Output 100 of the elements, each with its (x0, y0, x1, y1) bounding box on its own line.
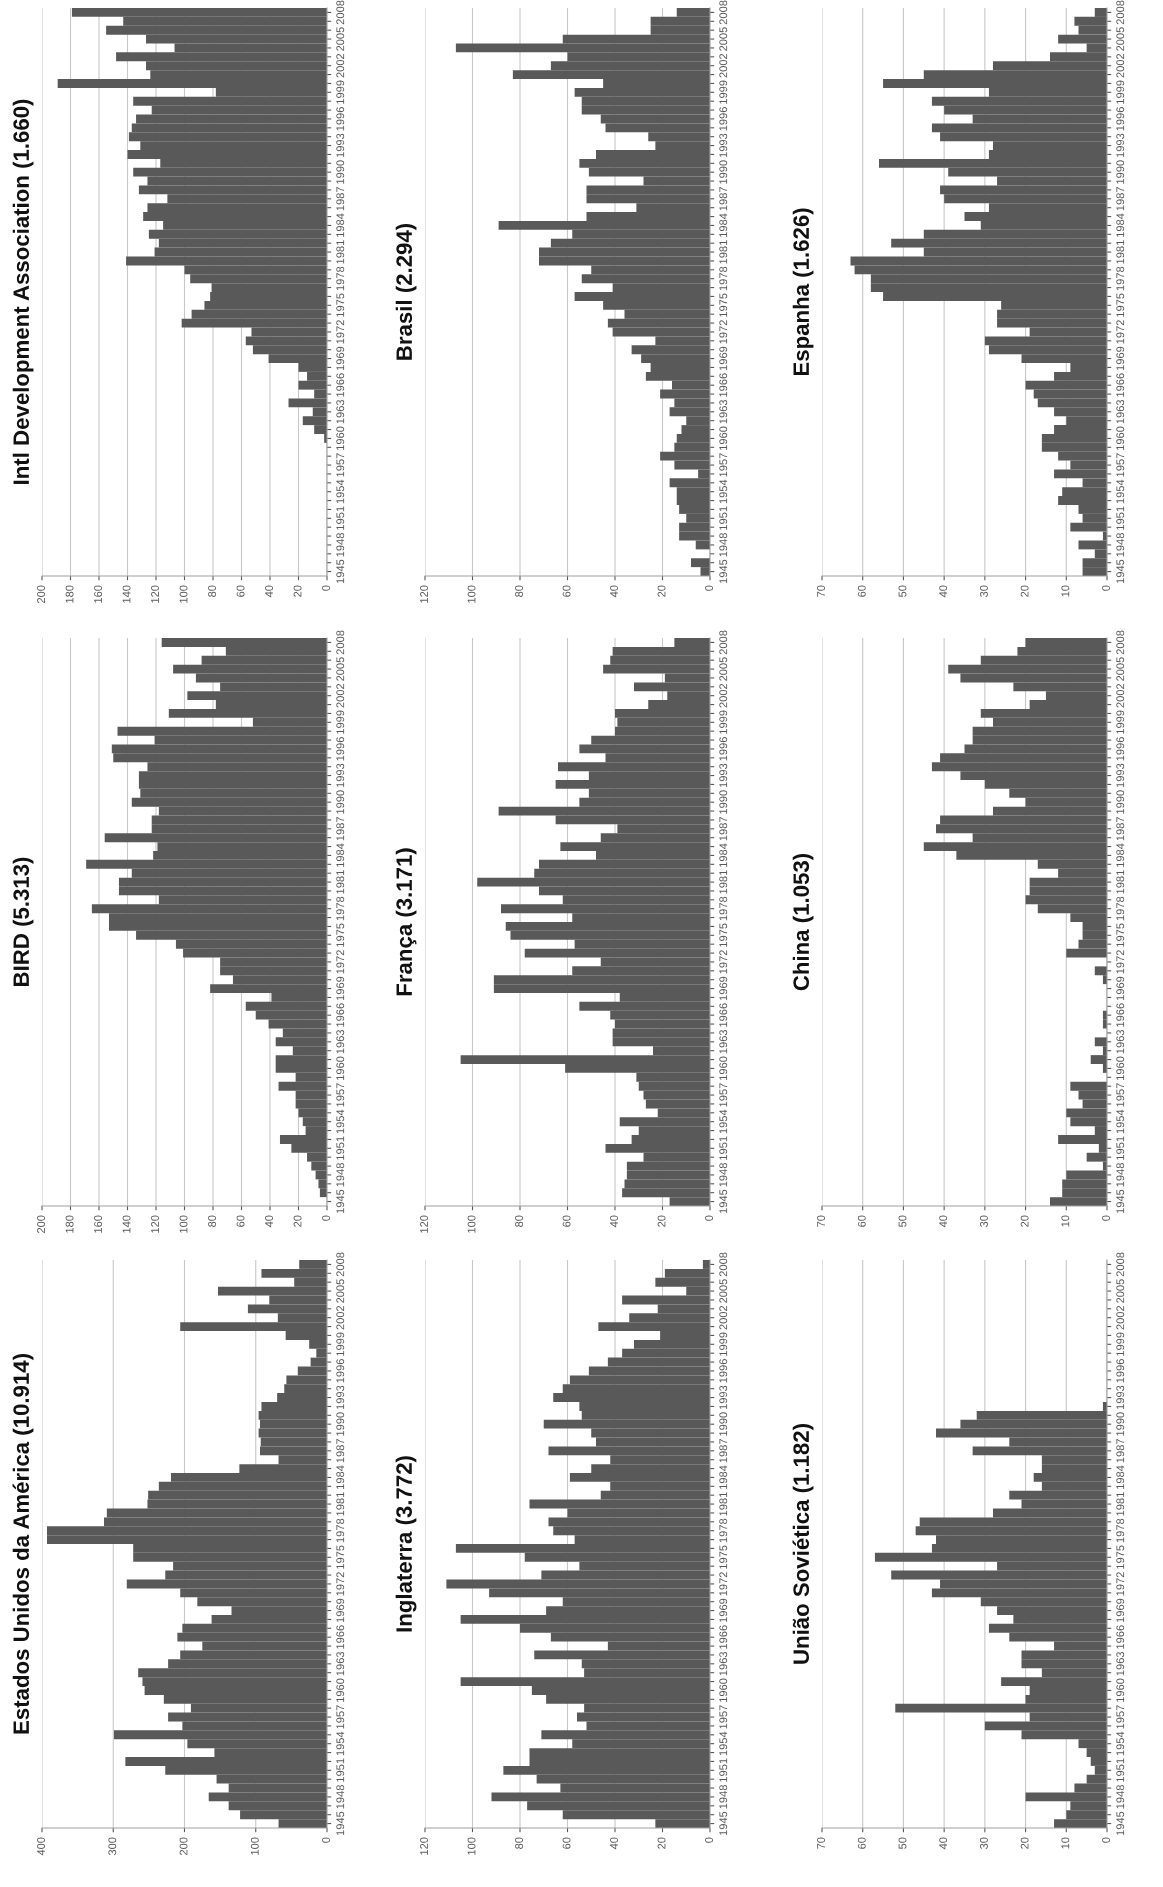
y-tick-label: 1987 (719, 817, 728, 841)
y-tick-label: 1945 (336, 1811, 345, 1836)
x-tick-label: 20 (293, 1215, 302, 1227)
x-tick-label: 60 (562, 585, 571, 597)
x-tick-label: 200 (37, 585, 45, 604)
y-tick-label: 1954 (1116, 1731, 1125, 1756)
y-tick-label: 1948 (1116, 1785, 1125, 1809)
y-tick-label: 1945 (719, 559, 728, 584)
y-tick-label: 2008 (719, 0, 728, 25)
y-tick-label: 1975 (1116, 1545, 1125, 1569)
y-tick-label: 1972 (336, 320, 345, 344)
y-tick-label: 1969 (719, 346, 728, 371)
y-tick-label: 1981 (336, 1492, 345, 1516)
y-tick-label: 1984 (336, 1465, 345, 1489)
y-tick-label: 1972 (719, 950, 728, 974)
y-tick-label: 1975 (719, 923, 728, 947)
y-tick-label: 1984 (336, 213, 345, 237)
y-tick-label: 1993 (1116, 763, 1125, 788)
y-tick-label: 2008 (336, 630, 345, 655)
x-tick-label: 200 (179, 1837, 188, 1856)
x-tick-label: 0 (705, 585, 713, 591)
x-tick-label: 0 (705, 1215, 713, 1221)
y-tick-label: 1975 (336, 1545, 345, 1569)
y-tick-label: 1948 (719, 1163, 728, 1187)
x-tick-label: 60 (236, 585, 245, 597)
y-tick-label: 1981 (719, 870, 728, 894)
x-tick-label: 120 (151, 585, 159, 603)
y-tick-label: 1945 (1116, 559, 1125, 584)
y-tick-label: 2002 (336, 1305, 345, 1330)
y-tick-label: 1963 (1116, 1651, 1125, 1676)
y-tick-label: 1951 (336, 506, 345, 530)
y-tick-label: 1972 (336, 950, 345, 974)
x-tick-label: 30 (979, 585, 988, 597)
y-tick-label: 1951 (1116, 1136, 1125, 1160)
y-tick-label: 2005 (336, 657, 345, 681)
x-tick-label: 120 (420, 585, 428, 603)
y-tick-label: 1963 (336, 1029, 345, 1054)
x-tick-label: 180 (65, 585, 74, 603)
x-tick-label: 300 (108, 1837, 117, 1856)
x-tick-label: 70 (817, 1837, 825, 1849)
y-tick-label: 1945 (336, 559, 345, 584)
y-tick-label: 1999 (719, 710, 728, 734)
y-tick-label: 1996 (719, 737, 728, 761)
y-tick-label: 1969 (336, 1598, 345, 1623)
y-tick-label: 1972 (1116, 1572, 1125, 1596)
y-tick-label: 1963 (719, 399, 728, 424)
x-tick-label: 80 (208, 1215, 216, 1227)
y-tick-label: 1966 (336, 373, 345, 397)
y-tick-label: 1999 (336, 80, 345, 104)
x-tick-label: 100 (467, 1215, 476, 1233)
y-tick-label: 2002 (1116, 683, 1125, 708)
y-tick-label: 2008 (719, 1252, 728, 1277)
x-tick-label: 40 (939, 585, 948, 598)
y-tick-label: 1972 (719, 1572, 728, 1596)
y-tick-label: 1987 (1116, 817, 1125, 841)
y-tick-label: 1996 (1116, 1359, 1125, 1383)
y-tick-label: 1957 (1116, 1083, 1125, 1107)
x-tick-label: 80 (515, 1215, 523, 1227)
y-tick-label: 1972 (1116, 320, 1125, 344)
y-tick-label: 1954 (336, 1731, 345, 1756)
y-tick-label: 1954 (719, 479, 728, 504)
x-tick-label: 0 (705, 1837, 713, 1843)
y-tick-label: 1957 (719, 1705, 728, 1729)
y-tick-label: 1984 (719, 843, 728, 867)
y-tick-label: 2002 (1116, 53, 1125, 78)
y-tick-label: 1960 (719, 1678, 728, 1702)
y-tick-label: 1954 (1116, 1109, 1125, 1134)
x-tick-label: 20 (657, 1837, 666, 1849)
y-tick-label: 2008 (336, 0, 345, 25)
y-tick-label: 2008 (1116, 0, 1125, 25)
y-tick-label: 1975 (336, 923, 345, 947)
y-tick-label: 1993 (336, 763, 345, 788)
x-tick-label: 0 (322, 585, 330, 591)
y-tick-label: 2008 (719, 630, 728, 655)
y-tick-label: 1951 (719, 506, 728, 530)
x-tick-label: 80 (515, 1837, 523, 1849)
y-tick-label: 1996 (336, 737, 345, 761)
x-tick-label: 80 (515, 585, 523, 597)
x-tick-label: 100 (250, 1837, 259, 1855)
y-tick-label: 1990 (1116, 1412, 1125, 1436)
y-tick-label: 2008 (1116, 1252, 1125, 1277)
y-tick-label: 1987 (336, 817, 345, 841)
y-tick-label: 1990 (1116, 790, 1125, 814)
y-tick-label: 1963 (336, 399, 345, 424)
y-tick-label: 2005 (719, 657, 728, 681)
y-tick-label: 1999 (1116, 1332, 1125, 1356)
y-tick-label: 1978 (719, 266, 728, 291)
y-tick-label: 1969 (719, 976, 728, 1001)
y-tick-label: 1975 (719, 293, 728, 317)
x-tick-label: 70 (817, 1215, 825, 1227)
x-tick-label: 50 (898, 1837, 907, 1849)
y-tick-label: 1984 (719, 1465, 728, 1489)
text: Intl Development Association (1.660) (12, 99, 34, 484)
y-tick-label: 1951 (719, 1758, 728, 1782)
text: União Soviética (1.182) (792, 1424, 814, 1664)
y-tick-label: 1984 (1116, 1465, 1125, 1489)
x-tick-label: 160 (94, 1215, 102, 1233)
y-tick-label: 1963 (1116, 1029, 1125, 1054)
y-tick-label: 2002 (719, 1305, 728, 1330)
x-tick-label: 120 (151, 1215, 159, 1233)
